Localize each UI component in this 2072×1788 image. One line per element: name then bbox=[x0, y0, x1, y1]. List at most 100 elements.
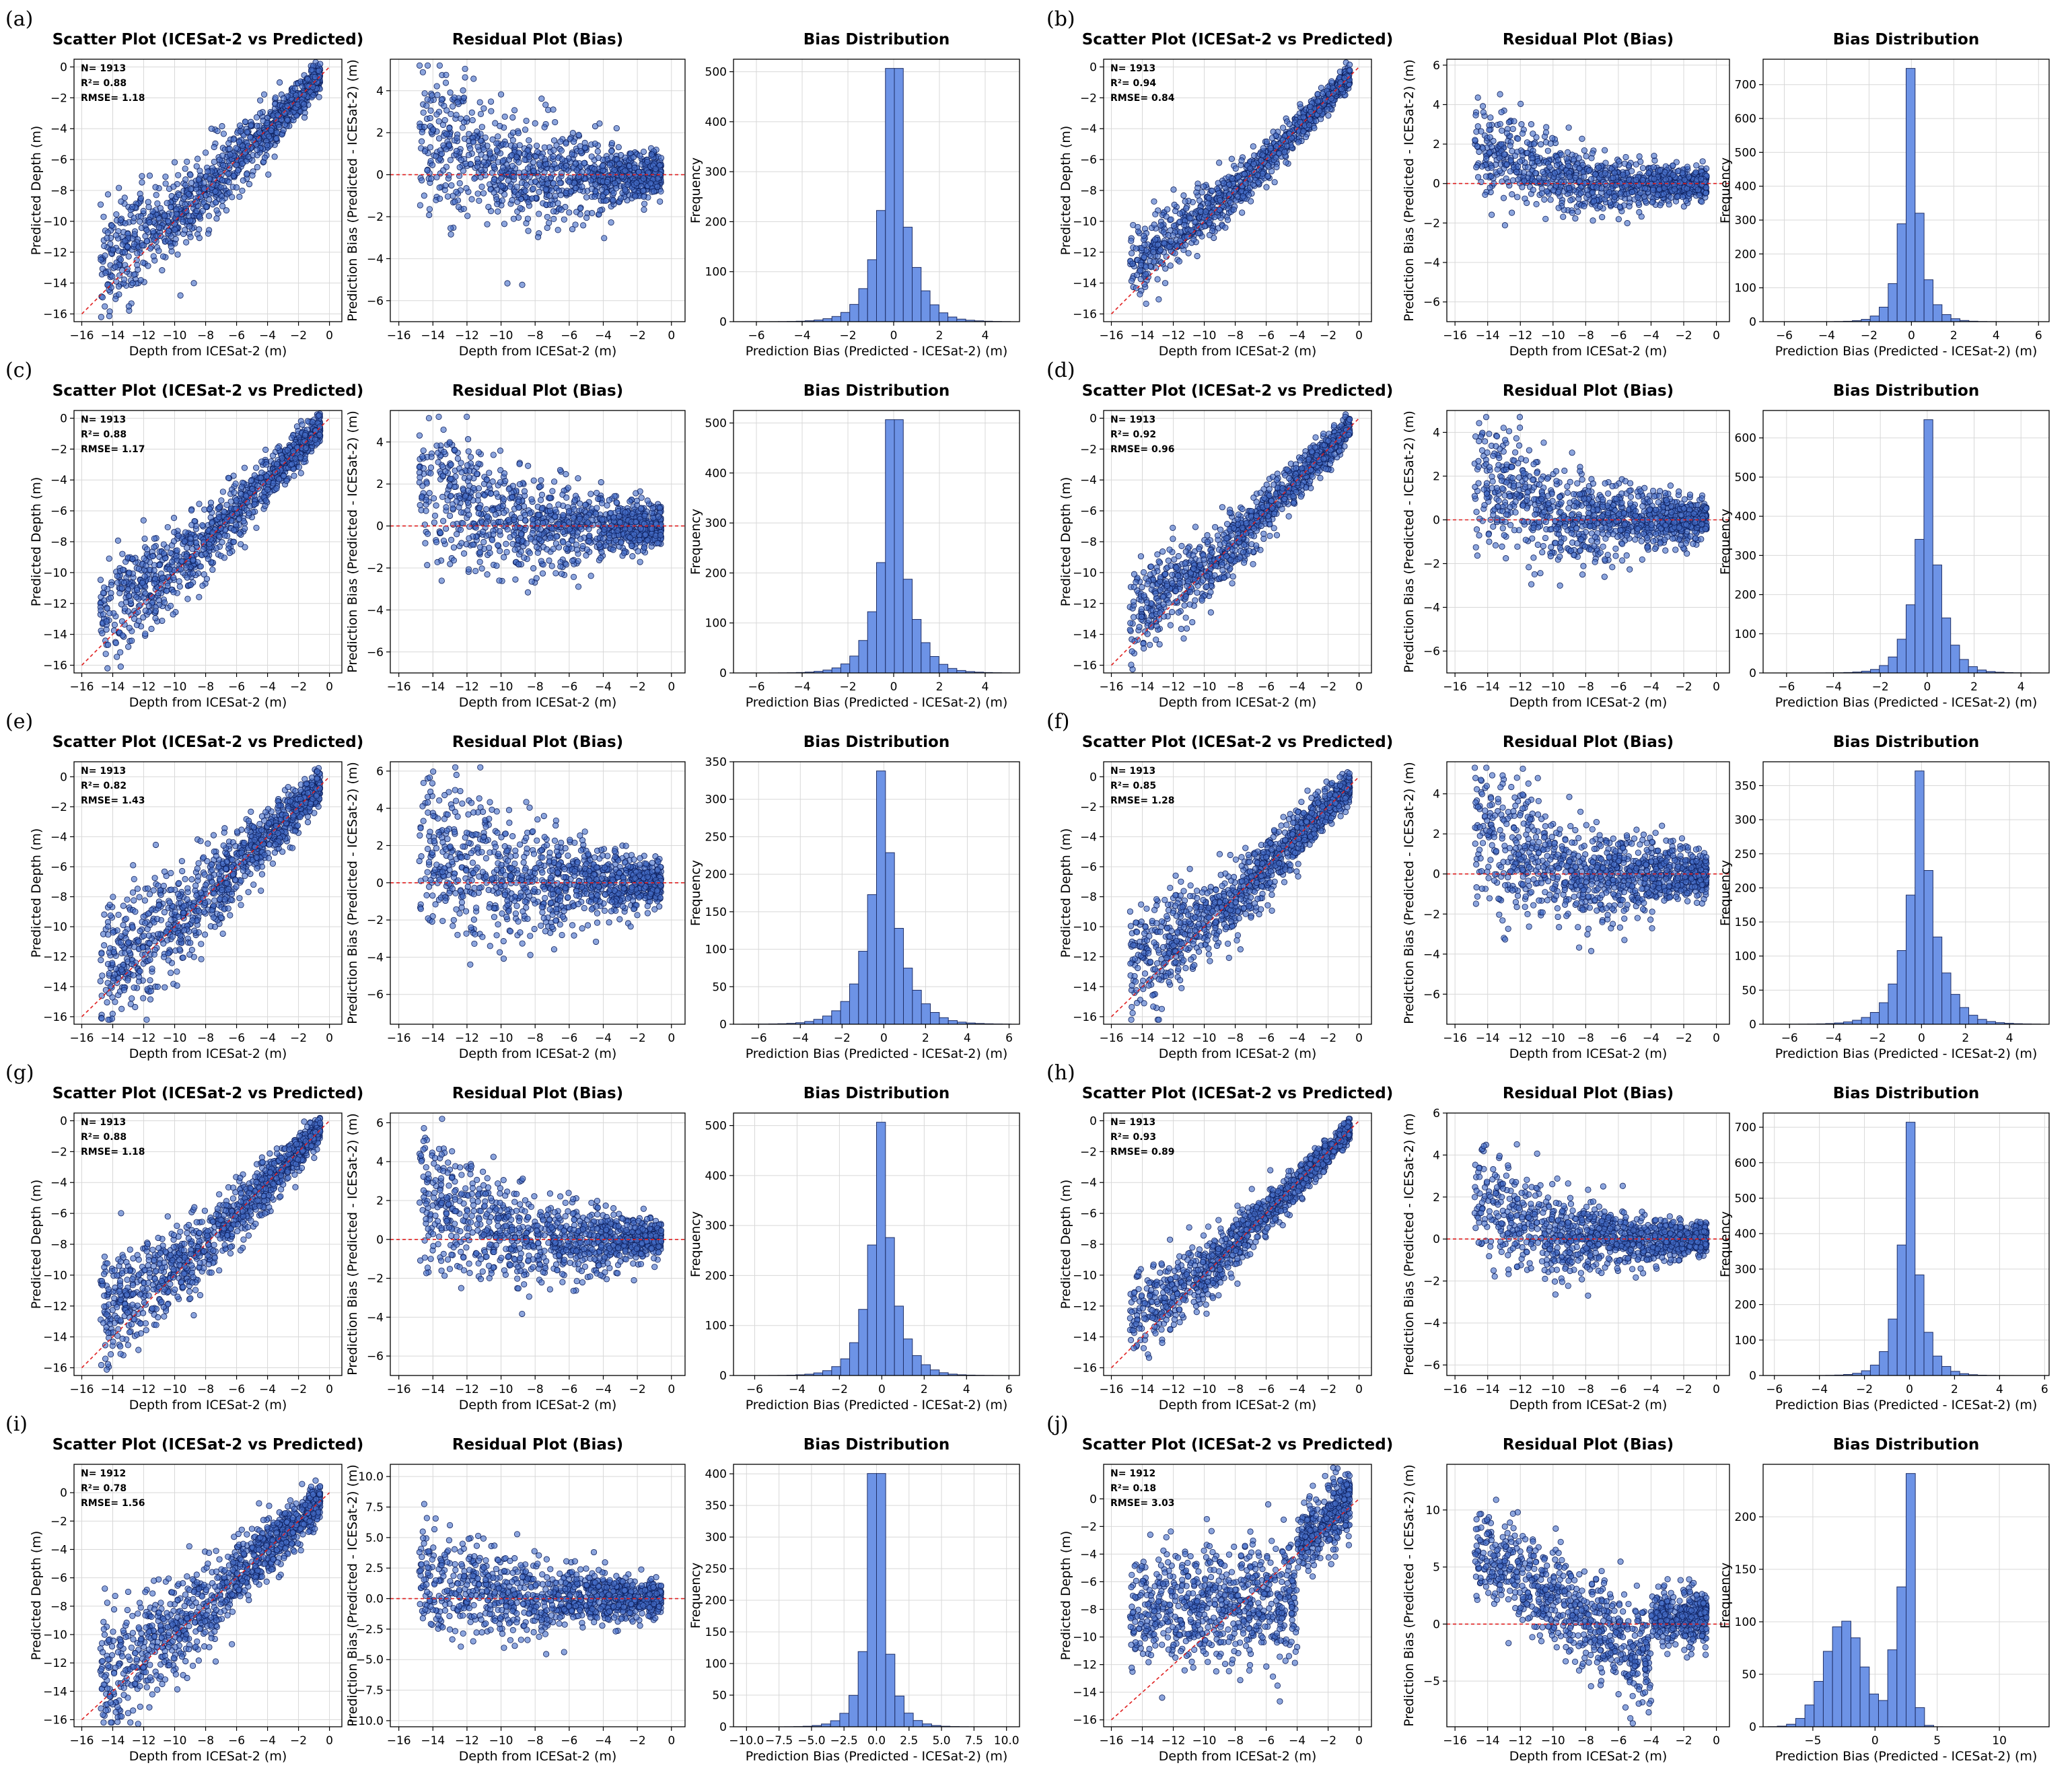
residual-point bbox=[1528, 121, 1534, 127]
x-tick-label: 4 bbox=[1993, 329, 2000, 343]
scatter-point bbox=[102, 243, 107, 248]
residual-point bbox=[1497, 121, 1503, 127]
residual-point bbox=[514, 184, 520, 189]
scatter-point bbox=[121, 277, 127, 282]
residual-point bbox=[1499, 109, 1504, 114]
residual-point bbox=[607, 162, 612, 168]
residual-point bbox=[421, 193, 427, 199]
y-tick-label: 0 bbox=[719, 316, 727, 329]
y-tick-label: −14 bbox=[43, 277, 67, 291]
x-axis-label: Prediction Bias (Predicted - ICESat-2) (… bbox=[1775, 344, 2038, 359]
residual-point bbox=[458, 157, 464, 162]
y-tick-label: 500 bbox=[705, 66, 727, 79]
residual-point bbox=[495, 209, 500, 214]
residual-point bbox=[1554, 162, 1559, 168]
panel-b: (b)−16 −14 −12 −10 −8 −6 −4 −2 0−16−14−12−10−8−6… bbox=[1046, 7, 2049, 359]
residual-point bbox=[559, 148, 564, 153]
scatter-point bbox=[174, 211, 179, 217]
scatter-point bbox=[227, 190, 232, 195]
residual-point bbox=[592, 194, 598, 199]
scatter-point bbox=[104, 236, 110, 241]
scatter-point bbox=[205, 231, 211, 236]
residual-point bbox=[498, 176, 503, 181]
residual-point bbox=[1638, 159, 1643, 164]
residual-point bbox=[1529, 160, 1534, 166]
y-tick-label: −10 bbox=[43, 215, 67, 229]
x-tick-label: −12 bbox=[455, 329, 479, 343]
residual-point bbox=[653, 166, 658, 172]
residual-point bbox=[1696, 192, 1702, 198]
x-tick-label: −2 bbox=[629, 329, 646, 343]
histogram-bar bbox=[930, 305, 939, 322]
residual-point bbox=[1682, 177, 1687, 182]
scatter-point bbox=[1272, 179, 1277, 184]
residual-point bbox=[532, 120, 538, 126]
residual-point bbox=[494, 147, 499, 153]
residual-point bbox=[1663, 177, 1668, 182]
scatter-point bbox=[1313, 118, 1318, 123]
scatter-point bbox=[1143, 271, 1148, 277]
scatter-point bbox=[175, 252, 180, 257]
scatter-point bbox=[197, 168, 203, 174]
residual-point bbox=[472, 176, 477, 181]
x-tick-label: −10 bbox=[489, 329, 513, 343]
scatter-point bbox=[244, 129, 250, 135]
residual-point bbox=[1538, 141, 1543, 147]
residual-point bbox=[1637, 153, 1642, 159]
scatter-point bbox=[194, 156, 200, 162]
residual-point bbox=[522, 127, 528, 133]
x-tick-label: −16 bbox=[70, 680, 94, 694]
residual-point bbox=[1489, 212, 1494, 217]
y-tick-label: 300 bbox=[1735, 214, 1756, 227]
scatter-point bbox=[1235, 194, 1240, 199]
scatter-point bbox=[1347, 67, 1353, 73]
residual-point bbox=[555, 201, 561, 206]
y-axis-label: Predicted Depth (m) bbox=[1059, 126, 1073, 255]
residual-point bbox=[1686, 182, 1692, 187]
residual-point bbox=[536, 211, 542, 217]
scatter-point bbox=[153, 192, 159, 198]
y-tick-label: −12 bbox=[1073, 246, 1097, 260]
scatter-point bbox=[1283, 159, 1289, 165]
scatter-point bbox=[1250, 143, 1256, 149]
x-tick-label: −14 bbox=[101, 329, 125, 343]
scatter-point bbox=[285, 103, 290, 108]
scatter-point bbox=[1287, 121, 1292, 127]
x-tick-label: −6 bbox=[1776, 329, 1793, 343]
x-tick-label: −6 bbox=[561, 329, 577, 343]
scatter-point bbox=[1172, 208, 1178, 213]
scatter-point bbox=[156, 248, 162, 253]
scatter-point bbox=[1176, 258, 1182, 264]
residual-point bbox=[571, 139, 576, 144]
scatter-point bbox=[1196, 198, 1202, 203]
x-tick-label: −14 bbox=[1476, 329, 1500, 343]
scatter-point bbox=[207, 176, 212, 182]
y-tick-label: 200 bbox=[1735, 248, 1756, 261]
scatter-point bbox=[214, 216, 219, 221]
plot-title: Bias Distribution bbox=[803, 31, 950, 48]
scatter-point bbox=[116, 291, 122, 297]
scatter-point bbox=[147, 246, 153, 251]
residual-point bbox=[1694, 163, 1699, 168]
residual-point bbox=[1533, 170, 1538, 176]
y-axis-label: Prediction Bias (Predicted - ICESat-2) (… bbox=[1402, 59, 1417, 322]
scatter-point bbox=[1129, 250, 1134, 256]
scatter-point bbox=[1233, 166, 1238, 171]
scatter-point bbox=[293, 92, 299, 98]
x-tick-label: −2 bbox=[1675, 329, 1692, 343]
plot-title: Residual Plot (Bias) bbox=[452, 31, 623, 48]
residual-point bbox=[550, 202, 555, 207]
residual-point bbox=[1610, 175, 1616, 180]
residual-point bbox=[595, 149, 600, 154]
x-tick-label: 2 bbox=[1950, 329, 1958, 343]
plot-title: Residual Plot (Bias) bbox=[1503, 31, 1674, 48]
scatter-point bbox=[186, 223, 192, 229]
residual-point bbox=[1597, 204, 1602, 209]
scatter-point bbox=[1162, 280, 1168, 285]
residual-point bbox=[515, 131, 521, 136]
residual-point bbox=[657, 199, 662, 204]
x-tick-label: −4 bbox=[259, 329, 276, 343]
scatter-point bbox=[207, 196, 212, 202]
residual-point bbox=[1616, 159, 1622, 164]
